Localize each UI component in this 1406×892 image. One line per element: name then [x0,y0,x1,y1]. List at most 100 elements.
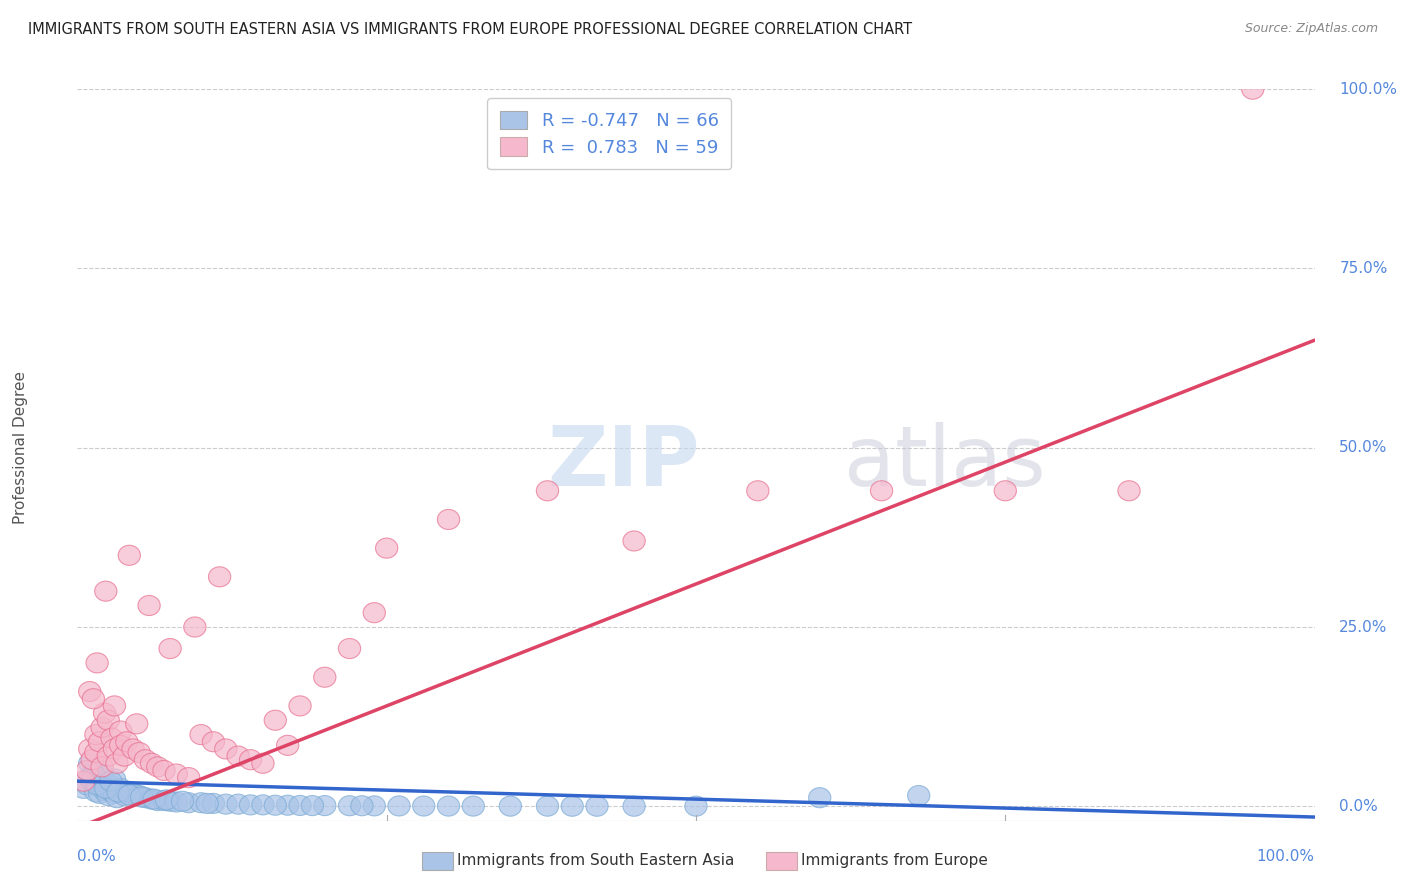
Ellipse shape [79,753,101,773]
Ellipse shape [1241,79,1264,99]
Ellipse shape [159,639,181,658]
Ellipse shape [118,785,141,805]
Ellipse shape [195,793,218,814]
Text: 75.0%: 75.0% [1340,261,1388,276]
Ellipse shape [314,667,336,687]
Ellipse shape [94,779,117,798]
Ellipse shape [288,796,311,815]
Ellipse shape [747,481,769,500]
Ellipse shape [89,731,111,752]
Ellipse shape [177,768,200,788]
Ellipse shape [79,739,101,759]
Ellipse shape [83,764,104,784]
Ellipse shape [76,775,98,795]
Ellipse shape [239,795,262,815]
Ellipse shape [93,703,115,723]
Ellipse shape [84,724,107,745]
Ellipse shape [103,739,125,759]
Ellipse shape [114,786,135,805]
Ellipse shape [97,710,120,731]
Ellipse shape [146,756,169,777]
Ellipse shape [184,617,207,637]
Text: ZIP: ZIP [547,422,700,502]
Ellipse shape [363,603,385,623]
Ellipse shape [114,746,135,766]
Ellipse shape [264,710,287,731]
Ellipse shape [131,787,153,807]
Ellipse shape [105,788,128,808]
Ellipse shape [100,772,122,791]
Ellipse shape [94,581,117,601]
Ellipse shape [202,731,225,752]
Ellipse shape [76,760,98,780]
Ellipse shape [153,790,176,811]
Ellipse shape [177,793,200,813]
Ellipse shape [103,783,125,804]
Ellipse shape [437,509,460,530]
Ellipse shape [339,796,361,816]
Text: 100.0%: 100.0% [1340,82,1398,96]
Ellipse shape [463,796,485,816]
Text: Immigrants from Europe: Immigrants from Europe [801,854,988,868]
Ellipse shape [623,797,645,816]
Ellipse shape [907,786,929,805]
Ellipse shape [89,783,111,804]
Ellipse shape [202,793,225,814]
Ellipse shape [277,735,299,756]
Ellipse shape [86,775,108,795]
Ellipse shape [388,796,411,816]
Ellipse shape [870,481,893,500]
Ellipse shape [412,796,434,816]
Text: 100.0%: 100.0% [1257,849,1315,864]
Ellipse shape [79,768,101,788]
Ellipse shape [91,764,114,784]
Ellipse shape [115,731,138,752]
Ellipse shape [115,782,138,802]
Ellipse shape [134,788,156,808]
Ellipse shape [86,653,108,673]
Ellipse shape [138,596,160,615]
Ellipse shape [159,791,181,812]
Ellipse shape [143,789,165,809]
Ellipse shape [226,794,249,814]
Text: 0.0%: 0.0% [1340,799,1378,814]
Ellipse shape [91,717,114,738]
Ellipse shape [155,789,177,810]
Ellipse shape [623,531,645,551]
Ellipse shape [134,749,156,770]
Ellipse shape [252,795,274,815]
Ellipse shape [72,772,94,791]
Ellipse shape [561,797,583,816]
Ellipse shape [122,783,145,804]
Ellipse shape [110,735,132,756]
Ellipse shape [105,753,128,773]
Ellipse shape [153,760,176,780]
Ellipse shape [375,538,398,558]
Ellipse shape [91,776,114,797]
Ellipse shape [97,773,120,793]
Ellipse shape [141,789,163,809]
Ellipse shape [84,742,107,763]
Ellipse shape [79,681,101,702]
Ellipse shape [72,779,94,798]
Text: Source: ZipAtlas.com: Source: ZipAtlas.com [1244,22,1378,36]
Ellipse shape [110,721,132,741]
Ellipse shape [146,790,169,811]
Ellipse shape [288,696,311,716]
Ellipse shape [350,796,373,816]
Ellipse shape [97,746,120,766]
Ellipse shape [128,742,150,763]
Ellipse shape [122,739,145,759]
Ellipse shape [339,639,361,658]
Ellipse shape [125,714,148,734]
Ellipse shape [437,796,460,816]
Ellipse shape [97,786,120,805]
Ellipse shape [110,779,132,798]
Ellipse shape [83,689,104,709]
Ellipse shape [226,746,249,766]
Ellipse shape [84,782,107,802]
Ellipse shape [264,795,287,815]
Ellipse shape [101,728,124,748]
Ellipse shape [586,797,609,816]
Ellipse shape [103,769,125,789]
